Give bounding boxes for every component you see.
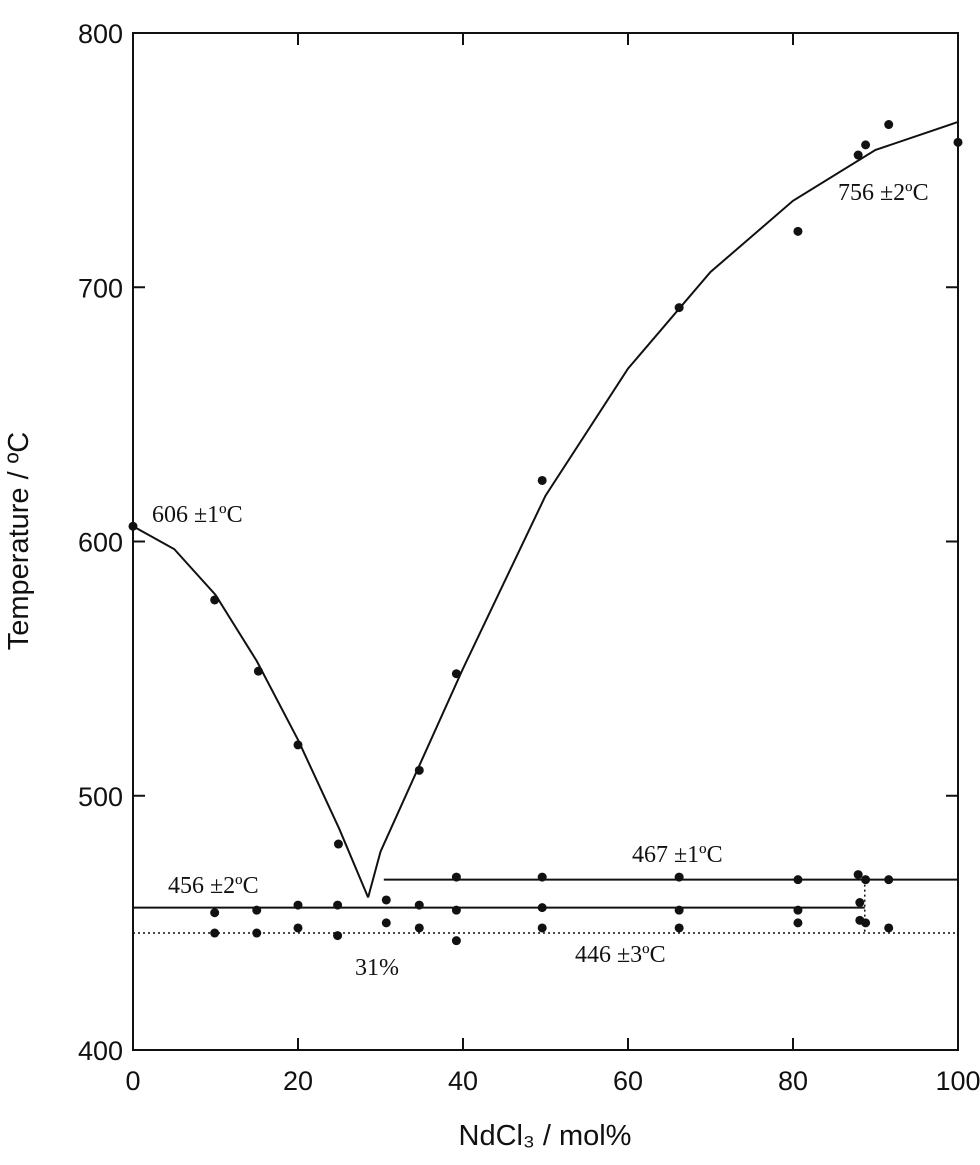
data-point: [793, 875, 803, 885]
x-axis-title: NdCl₃ / mol%: [459, 1120, 632, 1152]
data-point: [451, 905, 461, 915]
data-point: [333, 839, 343, 849]
data-point: [451, 669, 461, 679]
x-tick-label: 40: [448, 1066, 478, 1096]
data-point: [793, 226, 803, 236]
data-point: [884, 120, 894, 130]
annotation: 31%: [355, 955, 399, 981]
y-tick-label: 800: [78, 19, 123, 49]
data-point: [953, 137, 963, 147]
data-point: [414, 765, 424, 775]
y-tick-label: 600: [78, 528, 123, 558]
annotation: 606 ±1ºC: [152, 502, 243, 528]
data-point: [333, 900, 343, 910]
data-point: [333, 931, 343, 941]
data-point: [210, 908, 220, 918]
data-point: [451, 936, 461, 946]
data-point: [537, 475, 547, 485]
data-point: [537, 903, 547, 913]
data-point: [884, 923, 894, 933]
data-point: [855, 898, 865, 908]
data-point: [293, 740, 303, 750]
y-tick-label: 400: [78, 1036, 123, 1066]
phase-line: [367, 121, 959, 898]
data-point: [861, 875, 871, 885]
x-tick-label: 100: [935, 1066, 980, 1096]
data-point: [674, 923, 684, 933]
data-point: [674, 303, 684, 313]
data-point: [537, 872, 547, 882]
phase-line: [132, 525, 370, 898]
data-point: [853, 870, 863, 880]
data-point: [861, 918, 871, 928]
data-point: [674, 905, 684, 915]
data-point: [293, 900, 303, 910]
data-point: [451, 872, 461, 882]
y-tick-label: 700: [78, 273, 123, 303]
data-point: [793, 905, 803, 915]
annotation: 467 ±1ºC: [632, 842, 723, 868]
data-point: [861, 140, 871, 150]
data-point: [381, 918, 391, 928]
annotation: 446 ±3ºC: [575, 942, 666, 968]
data-point: [128, 521, 138, 531]
data-point: [210, 595, 220, 605]
data-point: [793, 918, 803, 928]
x-tick-label: 80: [778, 1066, 808, 1096]
annotation: 756 ±2ºC: [838, 180, 929, 206]
annotation: 456 ±2ºC: [168, 873, 259, 899]
data-point: [537, 923, 547, 933]
data-point: [884, 875, 894, 885]
data-point: [381, 895, 391, 905]
x-tick-label: 0: [125, 1066, 140, 1096]
data-point: [414, 900, 424, 910]
data-point: [853, 150, 863, 160]
x-tick-label: 60: [613, 1066, 643, 1096]
data-point: [252, 928, 262, 938]
x-tick-label: 20: [283, 1066, 313, 1096]
data-point: [252, 905, 262, 915]
data-point: [674, 872, 684, 882]
y-tick-label: 500: [78, 782, 123, 812]
y-axis-title: Temperature / ºC: [3, 432, 35, 651]
data-point: [414, 923, 424, 933]
data-point: [210, 928, 220, 938]
data-point: [253, 666, 263, 676]
data-point: [293, 923, 303, 933]
